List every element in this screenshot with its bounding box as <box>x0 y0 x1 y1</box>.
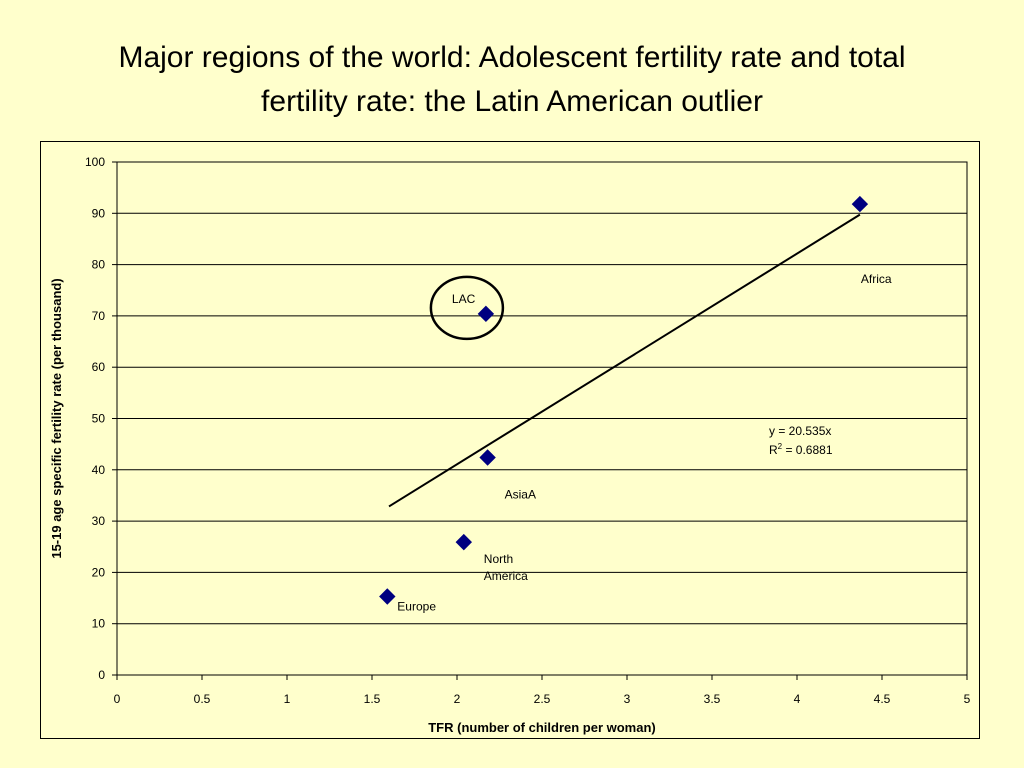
x-tick-label: 0.5 <box>194 692 211 706</box>
data-point-lac <box>477 305 495 323</box>
y-axis-title: 15-19 age specific fertility rate (per t… <box>49 278 64 558</box>
slide-title: Major regions of the world: Adolescent f… <box>0 36 1024 124</box>
y-tick-label: 60 <box>92 360 106 374</box>
y-tick-label: 50 <box>92 412 106 426</box>
slide-title-line-2: fertility rate: the Latin American outli… <box>261 85 763 118</box>
x-tick-label: 1.5 <box>364 692 381 706</box>
x-tick-label: 3.5 <box>704 692 721 706</box>
chart-frame: 0 10 20 30 40 50 60 70 80 90 100 0 0.5 1 1.5 2 2.5 3 3.5 4 4… <box>40 141 980 739</box>
r2-superscript: 2 <box>778 442 783 451</box>
y-tick-label: 30 <box>92 514 106 528</box>
x-tick-label: 5 <box>964 692 971 706</box>
y-tick-label: 80 <box>92 258 106 272</box>
trendline-equation: y = 20.535x <box>769 424 831 438</box>
y-tick-label: 10 <box>92 617 106 631</box>
trendline-r-squared: R2 = 0.6881 <box>769 442 833 457</box>
x-tick-label: 4 <box>794 692 801 706</box>
point-label-africa: Africa <box>861 272 892 286</box>
point-label-asiaa: AsiaA <box>505 487 536 501</box>
y-tick-label: 40 <box>92 463 106 477</box>
axis-tick-labels: 0 10 20 30 40 50 60 70 80 90 100 0 0.5 1 1.5 2 2.5 3 3.5 4 4… <box>85 155 971 706</box>
x-tick-label: 3 <box>624 692 631 706</box>
point-label-north-america: North <box>484 552 513 566</box>
x-axis-title: TFR (number of children per woman) <box>428 720 656 735</box>
point-label-europe: Europe <box>397 600 436 614</box>
y-tick-label: 0 <box>98 668 105 682</box>
r2-value: = 0.6881 <box>782 443 833 457</box>
data-point-europe <box>379 588 396 605</box>
outlier-circle-lac <box>429 275 505 341</box>
r2-prefix: R <box>769 443 778 457</box>
grid-lines <box>117 212 967 625</box>
point-label-north-america: America <box>484 569 528 583</box>
x-tick-label: 4.5 <box>874 692 891 706</box>
data-point-africa <box>851 195 869 213</box>
y-tick-label: 90 <box>92 206 106 220</box>
data-point-asiaa <box>479 449 496 466</box>
point-label-lac: LAC <box>452 292 476 306</box>
y-tick-label: 20 <box>92 565 106 579</box>
point-labels: Europe North America AsiaA LAC Africa <box>397 272 892 613</box>
y-tick-label: 70 <box>92 309 106 323</box>
y-tick-label: 100 <box>85 155 105 169</box>
scatter-chart: 0 10 20 30 40 50 60 70 80 90 100 0 0.5 1 1.5 2 2.5 3 3.5 4 4… <box>49 155 971 735</box>
slide-title-line-1: Major regions of the world: Adolescent f… <box>118 41 906 74</box>
x-tick-label: 2 <box>454 692 461 706</box>
x-tick-label: 0 <box>114 692 121 706</box>
data-points <box>379 195 869 605</box>
x-tick-label: 1 <box>284 692 291 706</box>
x-tick-label: 2.5 <box>534 692 551 706</box>
trendline <box>388 213 861 508</box>
data-point-north-america <box>455 533 473 551</box>
